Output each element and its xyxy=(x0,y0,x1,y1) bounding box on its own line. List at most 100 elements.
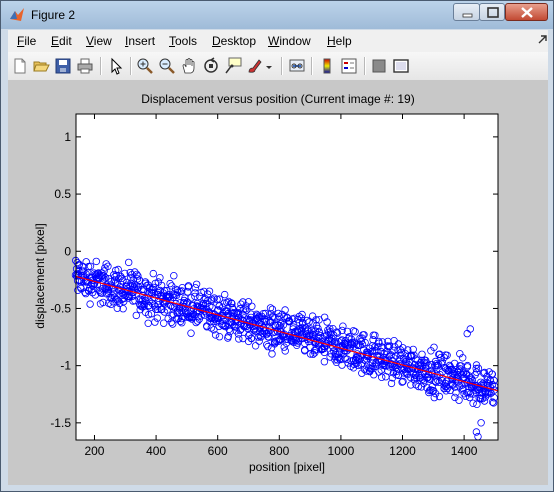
figure-canvas: Displacement versus position (Current im… xyxy=(8,81,548,485)
menu-insert[interactable]: Insert xyxy=(125,34,156,48)
data-point xyxy=(293,339,302,347)
data-point xyxy=(480,397,489,405)
data-point xyxy=(255,337,263,345)
data-point xyxy=(115,275,123,283)
toolbar-separator xyxy=(311,57,313,75)
scatter-plot[interactable]: 200 400 600 800 1000 1200 1400 1 0.5 0 -0.5 -1 -1.5 xyxy=(8,81,548,485)
legend-icon[interactable] xyxy=(340,57,358,75)
data-point xyxy=(210,326,218,334)
data-point xyxy=(151,318,159,326)
toolbar-separator xyxy=(130,57,132,75)
y-tick-label: 1 xyxy=(64,130,71,144)
data-point xyxy=(360,331,368,339)
menu-file[interactable]: File xyxy=(17,34,37,48)
data-point xyxy=(305,318,313,326)
title-bar[interactable]: Figure 2 xyxy=(1,1,553,29)
data-point xyxy=(335,355,344,363)
hide-plot-tools-icon[interactable] xyxy=(370,57,388,75)
data-point xyxy=(205,287,214,295)
menu-view[interactable]: View xyxy=(86,34,112,48)
save-icon[interactable] xyxy=(54,57,72,75)
data-point xyxy=(232,309,240,317)
data-point xyxy=(489,399,498,407)
data-point xyxy=(333,328,341,336)
data-point xyxy=(469,399,477,407)
data-point xyxy=(450,359,459,368)
menu-edit[interactable]: Edit xyxy=(51,34,72,48)
dock-arrow-icon[interactable] xyxy=(538,33,548,45)
data-point xyxy=(242,306,251,314)
data-point xyxy=(378,373,386,381)
y-tick-label: 0 xyxy=(64,244,71,258)
data-point xyxy=(442,377,451,385)
new-figure-icon[interactable] xyxy=(11,57,29,75)
brush-icon[interactable] xyxy=(246,57,264,75)
brush-dropdown-icon[interactable] xyxy=(264,57,274,75)
maximize-icon xyxy=(487,7,499,18)
data-point xyxy=(466,325,474,333)
data-point xyxy=(133,270,141,279)
data-point xyxy=(200,295,208,304)
data-point xyxy=(153,314,161,322)
data-point xyxy=(425,386,434,395)
data-point xyxy=(311,327,319,335)
data-point xyxy=(312,316,320,324)
data-point xyxy=(413,374,421,382)
figure-toolbar xyxy=(8,52,548,81)
data-point xyxy=(430,393,438,402)
colorbar-icon[interactable] xyxy=(318,57,336,75)
data-point xyxy=(149,269,157,278)
data-point xyxy=(363,351,372,359)
data-point xyxy=(458,370,466,379)
data-point xyxy=(251,342,260,350)
data-point xyxy=(102,260,110,268)
data-point xyxy=(444,367,453,375)
data-cursor-icon[interactable] xyxy=(224,57,242,75)
zoom-in-icon[interactable] xyxy=(136,57,154,75)
data-point xyxy=(420,358,428,367)
data-point xyxy=(211,331,220,339)
print-icon[interactable] xyxy=(76,57,94,75)
data-point xyxy=(215,332,224,341)
data-point xyxy=(451,393,459,402)
data-point xyxy=(182,300,191,308)
data-point xyxy=(320,313,329,321)
select-arrow-icon[interactable] xyxy=(107,57,125,75)
menu-window[interactable]: Window xyxy=(268,34,311,48)
open-file-icon[interactable] xyxy=(32,57,50,75)
data-point xyxy=(104,262,112,270)
rotate-3d-icon[interactable] xyxy=(202,57,220,75)
data-point xyxy=(455,396,463,404)
maximize-button[interactable] xyxy=(479,3,505,21)
data-point xyxy=(303,316,311,325)
menu-tools[interactable]: Tools xyxy=(169,34,198,48)
axes-frame xyxy=(75,113,499,441)
show-plot-tools-icon[interactable] xyxy=(392,57,410,75)
data-point xyxy=(214,306,222,314)
data-point xyxy=(113,304,121,312)
data-point xyxy=(131,296,139,305)
data-point xyxy=(371,331,379,339)
data-point xyxy=(104,299,113,307)
menu-help[interactable]: Help xyxy=(327,34,352,48)
data-point xyxy=(476,395,485,403)
data-point xyxy=(134,272,142,280)
toolbar-separator xyxy=(364,57,366,75)
data-point xyxy=(443,351,451,359)
pan-hand-icon[interactable] xyxy=(180,57,198,75)
data-point xyxy=(156,273,164,282)
data-point xyxy=(320,348,329,357)
close-button[interactable] xyxy=(505,3,548,21)
data-point xyxy=(358,369,366,377)
data-point xyxy=(474,364,483,372)
data-point xyxy=(483,384,492,392)
minimize-button[interactable] xyxy=(453,3,480,21)
data-point xyxy=(170,271,178,280)
zoom-out-icon[interactable] xyxy=(158,57,176,75)
data-point xyxy=(82,258,90,266)
link-plot-icon[interactable] xyxy=(288,57,306,75)
menu-desktop[interactable]: Desktop xyxy=(212,34,257,48)
data-point xyxy=(307,327,316,335)
axes-background xyxy=(76,114,498,440)
